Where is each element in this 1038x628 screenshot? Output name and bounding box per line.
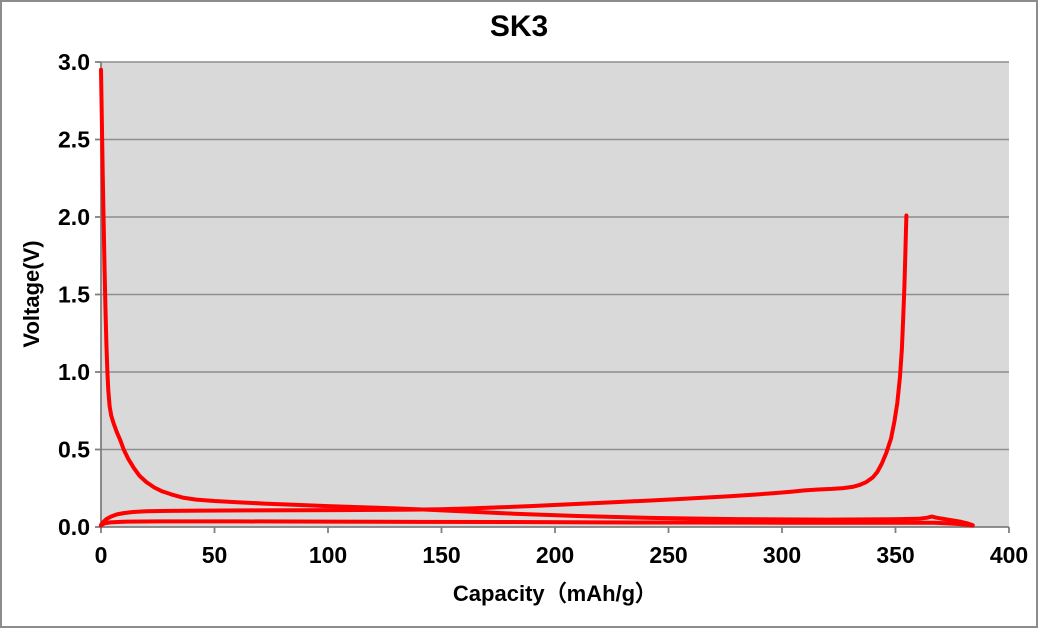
series-cycle2-discharge	[99, 519, 975, 528]
series-cycle1-discharge	[99, 67, 975, 528]
y-tick-label: 2.5	[58, 127, 90, 153]
x-axis-title: Capacity（mAh/g）	[452, 581, 658, 606]
x-tick-label: 0	[95, 542, 108, 568]
y-tick-label: 0.5	[58, 437, 90, 463]
x-tick-label: 250	[649, 542, 687, 568]
y-tick-label: 3.0	[58, 49, 90, 75]
x-tick-label: 200	[536, 542, 574, 568]
x-tick-label: 400	[990, 542, 1028, 568]
x-tick-label: 350	[876, 542, 914, 568]
y-tick-label: 1.0	[58, 359, 90, 385]
series-cycle1-charge	[99, 213, 909, 528]
y-tick-label: 2.0	[58, 204, 90, 230]
x-tick-label: 300	[763, 542, 801, 568]
x-tick-label: 50	[202, 542, 228, 568]
chart-title: SK3	[489, 10, 549, 43]
x-tick-label: 100	[309, 542, 347, 568]
x-tick-label: 150	[422, 542, 460, 568]
y-axis-title: Voltage(V)	[19, 240, 44, 348]
y-tick-label: 1.5	[58, 282, 90, 308]
y-tick-label: 0.0	[58, 514, 90, 540]
